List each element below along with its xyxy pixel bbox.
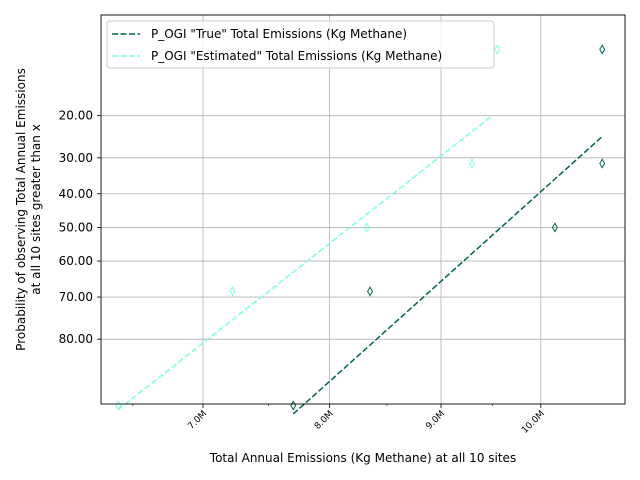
y-tick-label: 20.00 [59,109,93,123]
legend-box [106,20,495,69]
legend-label-2: P_OGI "Estimated" Total Emissions (Kg Me… [151,49,442,63]
grid-lines [101,15,625,404]
series-1-point [599,44,606,55]
y-axis-title-line-2: at all 10 sites greater than x [29,124,43,295]
series-2-point [494,44,501,55]
y-tick-label: 80.00 [59,332,93,346]
series-2-fit-line [117,115,493,411]
y-tick-label: 70.00 [59,290,93,304]
x-axis-title: Total Annual Emissions (Kg Methane) at a… [209,451,516,465]
y-tick-label: 40.00 [59,187,93,201]
y-tick-label: 50.00 [59,220,93,234]
plot-frame [100,14,626,405]
legend-label-1: P_OGI "True" Total Emissions (Kg Methane… [151,27,407,41]
series-1-point [599,158,606,169]
series-1-point [367,286,374,297]
series-1-fit-line [292,135,604,415]
y-tick-label: 60.00 [59,254,93,268]
series-2-point [363,222,370,233]
series-2-point [469,158,476,169]
series-2-point [229,286,236,297]
y-tick-label: 30.00 [59,151,93,165]
series-1-point [551,222,558,233]
y-axis-title-line-1: Probability of observing Total Annual Em… [14,68,28,351]
legend: P_OGI "True" Total Emissions (Kg Methane… [106,20,495,69]
